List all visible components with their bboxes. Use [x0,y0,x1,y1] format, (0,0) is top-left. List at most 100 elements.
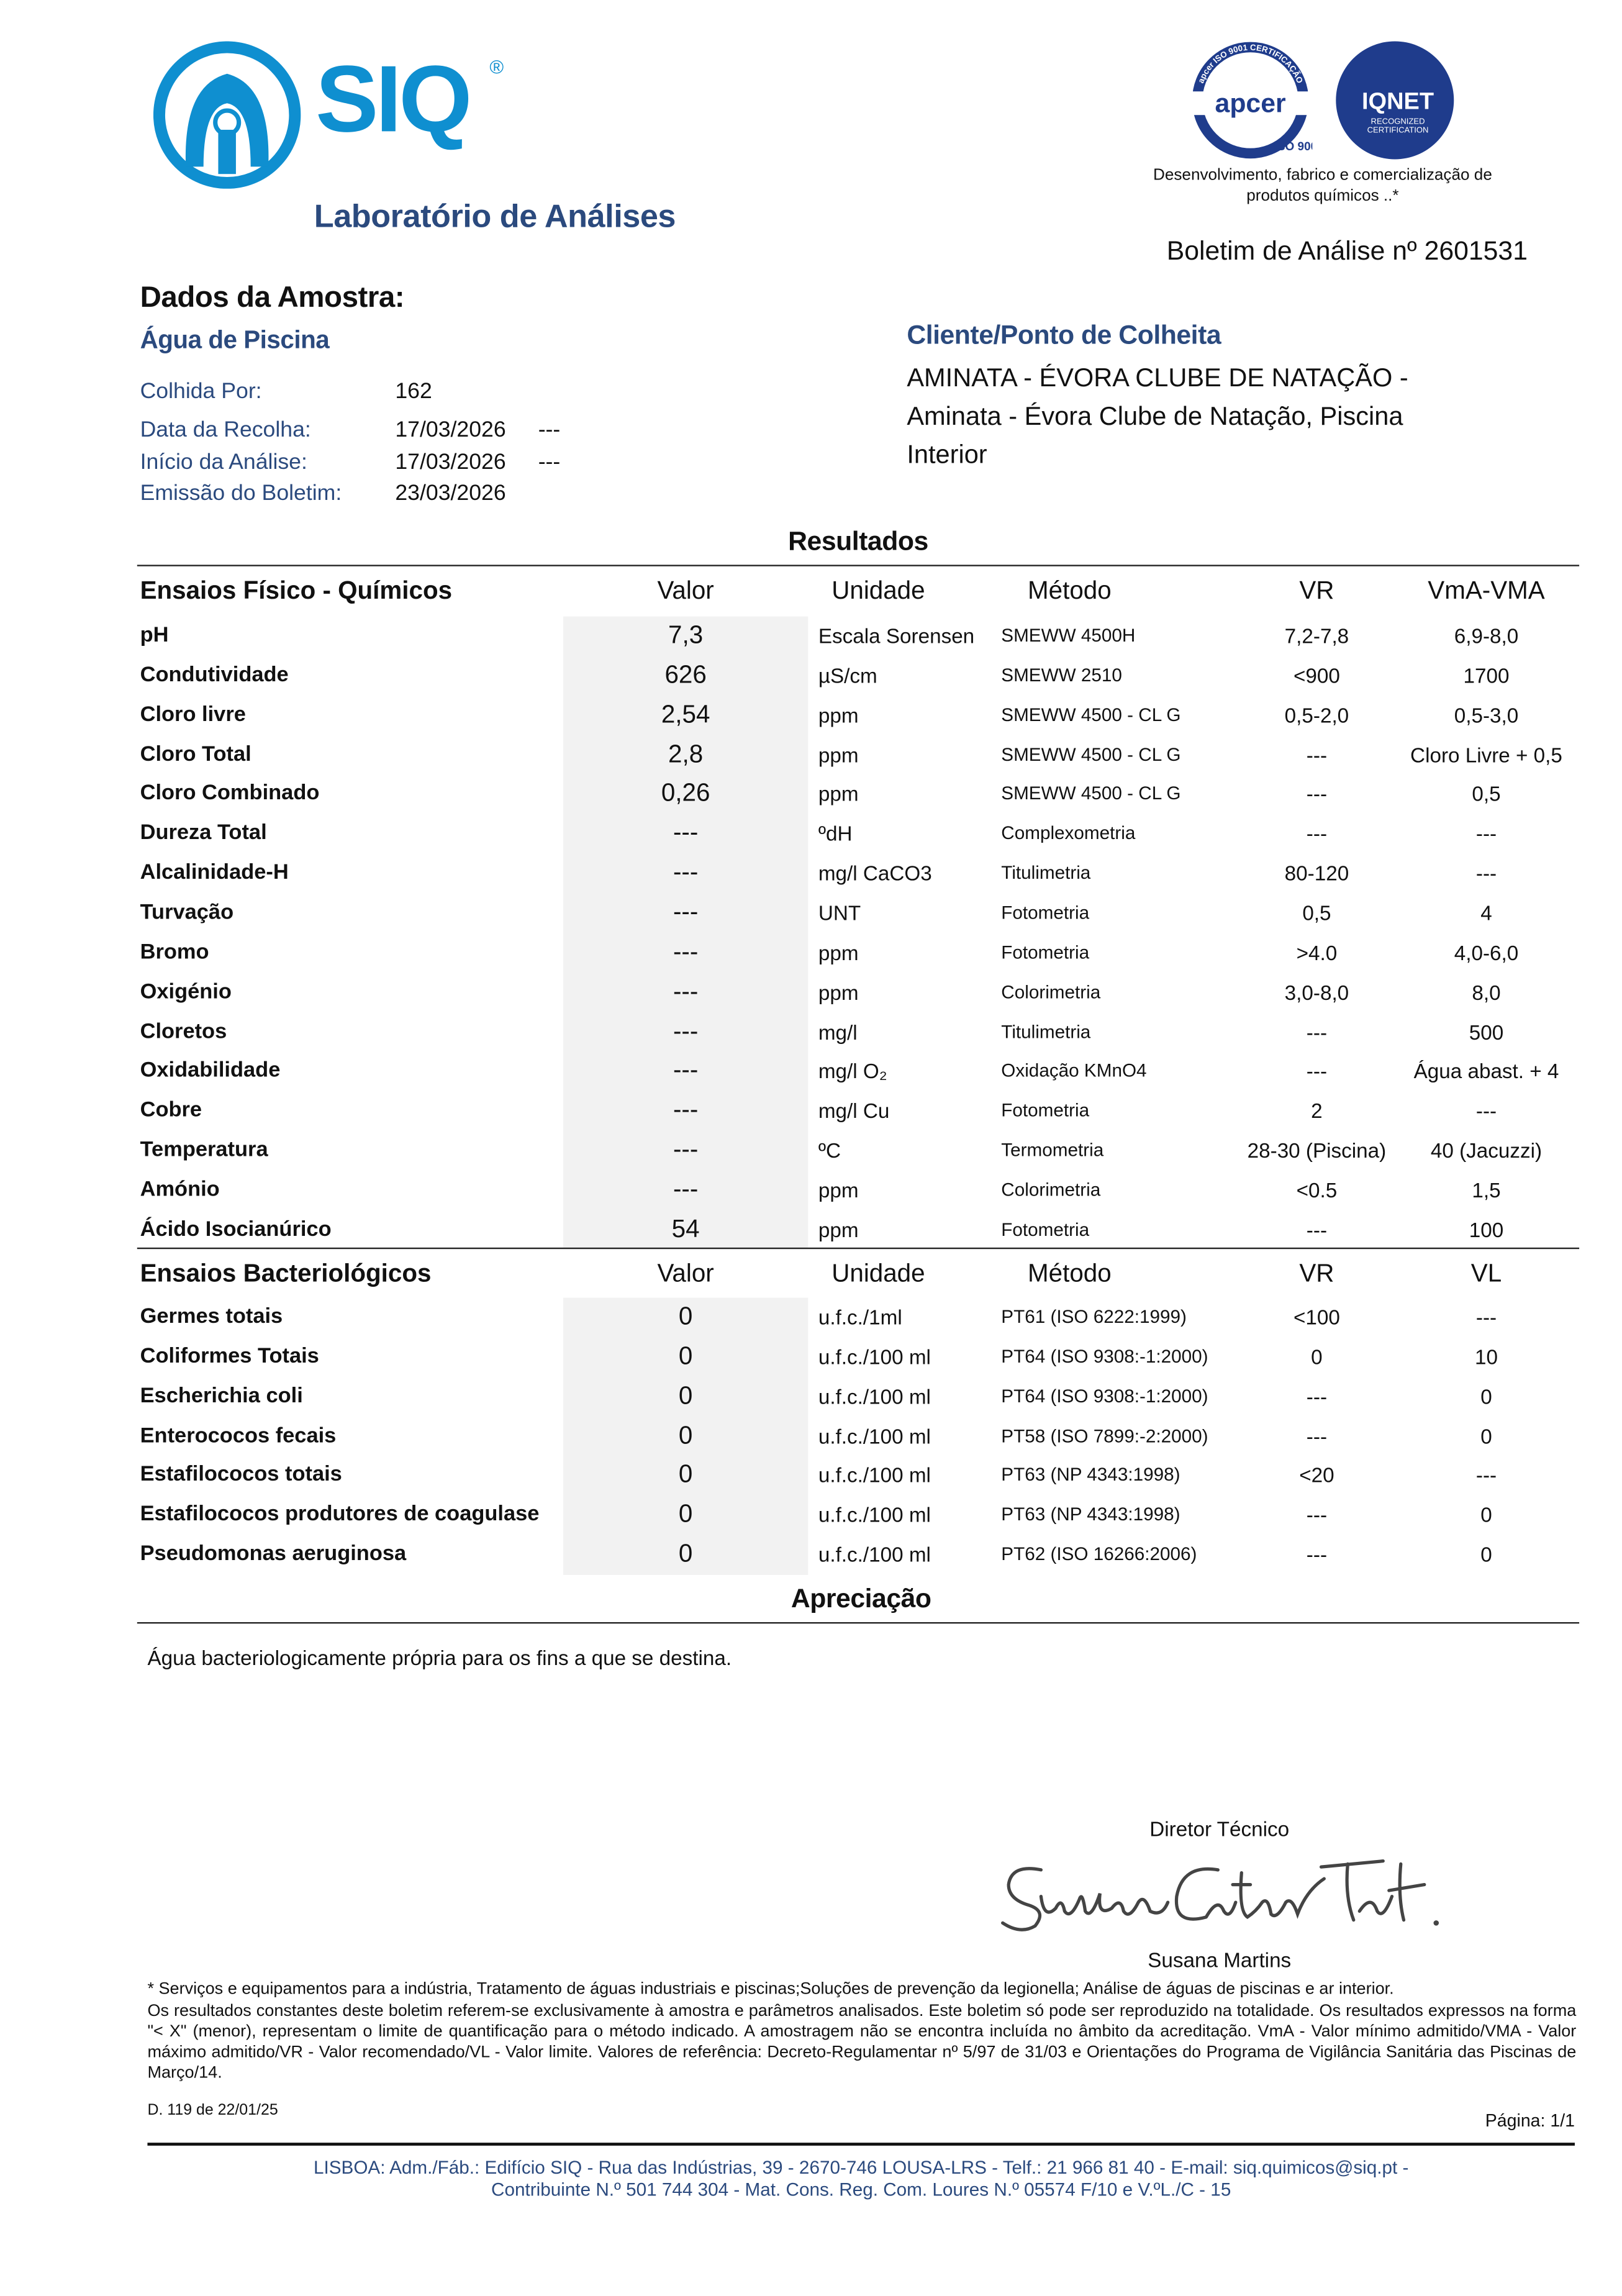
result-value: --- [673,937,699,966]
table-row: Cobre --- mg/l Cu Fotometria 2 --- [0,1092,1622,1130]
sample-field-extra: --- [538,450,561,475]
limit-value: 1,5 [1472,1177,1501,1202]
services-note: * Serviços e equipamentos para a indústr… [147,1980,1394,1999]
unit: ppm [818,1177,859,1202]
lab-title: Laboratório de Análises [314,197,676,235]
bacterio-table-header: Ensaios Bacteriológicos Valor Unidade Métod… [0,1255,1622,1294]
appreciation-text: Água bacteriologicamente própria para os… [147,1645,732,1669]
method: Colorimetria [1001,1179,1101,1200]
result-value: --- [673,1096,699,1124]
unit: u.f.c./1ml [818,1305,902,1329]
column-header: Método [1028,1259,1112,1287]
unit: mg/l Cu [818,1099,890,1123]
limit-value: 0 [1480,1503,1492,1527]
unit: u.f.c./100 ml [818,1423,931,1448]
client-section-title: Cliente/Ponto de Colheita [907,320,1221,350]
method: Fotometria [1001,1100,1090,1122]
unit: u.f.c./100 ml [818,1384,931,1408]
parameter-name: Estafilococos totais [140,1463,342,1487]
table-row: Oxidabilidade --- mg/l O₂ Oxidação KMnO4 ---… [0,1052,1622,1091]
result-value: --- [673,858,699,887]
svg-text:ISO 9001: ISO 9001 [1274,140,1313,153]
certification-description: Desenvolvimento, fabrico e comercializaç… [1102,166,1544,206]
limit-value: --- [1475,822,1497,846]
table-row: pH 7,3 Escala Sorensen SMEWW 4500H 7,2-7,8 6,… [0,617,1622,655]
result-value: --- [673,898,699,927]
svg-text:RECOGNIZED: RECOGNIZED [1371,116,1425,125]
table-row: Cloro Combinado 0,26 ppm SMEWW 4500 - CL G -… [0,775,1622,814]
parameter-name: Cloretos [140,1019,227,1043]
reference-value: --- [1306,822,1328,846]
results-title: Resultados [788,526,928,556]
parameter-name: Dureza Total [140,822,267,846]
table-row: Germes totais 0 u.f.c./1ml PT61 (ISO 6222:1… [0,1298,1622,1336]
unit: ºdH [818,822,853,846]
table-row: Temperatura --- ºC Termometria 28-30 (Piscin… [0,1131,1622,1169]
signatory-role: Diretor Técnico [1149,1817,1290,1841]
client-line: Aminata - Évora Clube de Natação, Piscin… [907,401,1403,431]
document-code: D. 119 de 22/01/25 [147,2101,278,2120]
table-row: Enterococos fecais 0 u.f.c./100 ml PT58 (IS… [0,1417,1622,1455]
table-row: Cloro livre 2,54 ppm SMEWW 4500 - CL G 0,5-2… [0,696,1622,734]
parameter-name: Coliformes Totais [140,1345,319,1369]
unit: u.f.c./100 ml [818,1463,931,1487]
divider [137,1247,1580,1250]
unit: ºC [818,1138,841,1163]
method: Fotometria [1001,942,1090,963]
table-row: Oxigénio --- ppm Colorimetria 3,0-8,0 8,0 [0,973,1622,1011]
reference-value: 28-30 (Piscina) [1247,1138,1387,1163]
parameter-name: Estafilococos produtores de coagulase [140,1503,540,1527]
reference-value: --- [1306,782,1328,806]
reference-value: --- [1306,742,1328,766]
reference-value: --- [1306,1059,1328,1083]
reference-value: 0 [1311,1345,1323,1369]
parameter-name: Escherichia coli [140,1384,303,1408]
limit-value: 500 [1469,1019,1504,1043]
svg-text:CERTIFICATION: CERTIFICATION [1367,125,1429,135]
table-row: Cloro Total 2,8 ppm SMEWW 4500 - CL G --- Clo… [0,735,1622,774]
parameter-name: Amónio [140,1177,220,1202]
column-header: VR [1299,576,1334,605]
method: PT64 (ISO 9308:-1:2000) [1001,1386,1208,1407]
divider [137,1622,1580,1624]
svg-text:apcer: apcer [1215,88,1286,118]
method: PT62 (ISO 16266:2006) [1001,1544,1197,1565]
siq-logo-text: SIQ [315,45,472,152]
parameter-name: Cloro Total [140,742,251,766]
reference-value: <900 [1293,663,1340,687]
footer-address: LISBOA: Adm./Fáb.: Edifício SIQ - Rua da… [313,2157,1409,2179]
limit-value: --- [1475,1099,1497,1123]
reference-value: >4.0 [1296,940,1338,964]
reference-value: 80-120 [1284,861,1349,885]
result-value: --- [673,1175,699,1204]
bulletin-number: Boletim de Análise nº 2601531 [1167,236,1528,267]
method: PT63 (NP 4343:1998) [1001,1504,1180,1525]
result-value: --- [673,977,699,1005]
method: Fotometria [1001,1219,1090,1240]
sample-field-value: 17/03/2026 [395,450,506,475]
parameter-name: Oxigénio [140,980,232,1004]
reference-value: 2 [1311,1099,1323,1123]
method: SMEWW 4500 - CL G [1001,704,1181,725]
result-value: 0 [678,1381,693,1410]
table-row: Condutividade 626 µS/cm SMEWW 2510 <900 1700 [0,656,1622,694]
unit: mg/l [818,1019,858,1043]
limit-value: 10 [1474,1345,1498,1369]
divider [137,565,1580,566]
column-header: Valor [657,1259,714,1287]
unit: ppm [818,980,859,1004]
unit: u.f.c./100 ml [818,1503,931,1527]
sample-field-value: 17/03/2026 [395,417,506,443]
limit-value: 1700 [1463,663,1510,687]
parameter-name: Enterococos fecais [140,1423,337,1448]
signatory-name: Susana Martins [1148,1948,1292,1972]
parameter-name: Cloro Combinado [140,782,320,806]
column-header: Método [1028,576,1112,605]
unit: ppm [818,782,859,806]
reference-value: 3,0-8,0 [1284,980,1349,1004]
parameter-name: Condutividade [140,663,289,687]
result-value: 2,54 [661,700,710,728]
result-value: 2,8 [668,740,704,768]
apcer-iso9001-logo: apcer ISO 9001 CERTIFICAÇÃO apcer ISO 90… [1188,42,1313,159]
